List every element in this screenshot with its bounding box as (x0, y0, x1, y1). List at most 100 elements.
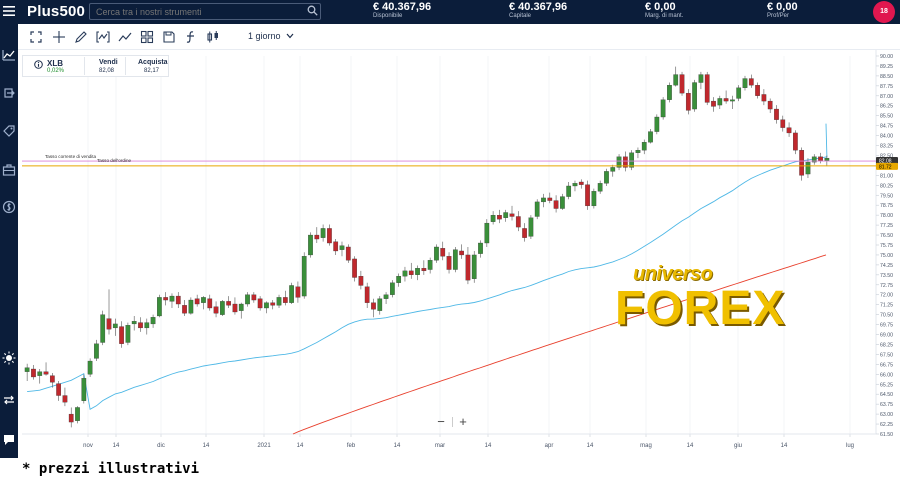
candle-body (37, 371, 43, 376)
x-tick-label: 14 (203, 443, 210, 449)
candle-body (673, 74, 679, 86)
y-tick-label: 89.25 (880, 64, 893, 70)
instrument-change: 0,02% (47, 68, 65, 74)
trend-icon[interactable] (118, 30, 132, 44)
candle-body (452, 249, 458, 270)
sell-price-tag (876, 157, 898, 165)
candle-body (257, 298, 263, 309)
zoom-out-button[interactable]: − (437, 414, 445, 429)
y-tick-label: 62.25 (880, 422, 893, 428)
candle-body (31, 368, 36, 378)
candle-body (793, 132, 798, 151)
layout-grid-icon[interactable] (140, 30, 154, 44)
candle-body (723, 98, 729, 102)
buy-label[interactable]: Acquista (138, 59, 168, 66)
candle-body (560, 196, 565, 209)
y-tick-label: 66.00 (880, 372, 893, 378)
zoom-in-button[interactable]: + (459, 414, 467, 429)
crosshair-icon[interactable] (52, 30, 66, 44)
draw-pencil-icon[interactable] (74, 30, 88, 44)
save-icon[interactable] (162, 30, 176, 44)
watermark-line2: FOREX (615, 282, 786, 335)
candle-body (358, 276, 364, 286)
candle-body (774, 108, 779, 120)
universo-forex-watermark: universo FOREX (597, 263, 786, 343)
chart-canvas[interactable]: 90.00 89.25 88.50 87.75 87.00 86.25 85.50 84.75… (18, 50, 900, 458)
candle-body (144, 322, 150, 329)
candle-body (94, 343, 99, 359)
tag-icon[interactable] (2, 124, 16, 138)
stat-capital-value: € 40.367,96 (509, 1, 568, 13)
sell-label[interactable]: Vendi (99, 59, 118, 66)
timeframe-label: 1 giorno (248, 31, 281, 41)
stat-margin: € 0,00 Marg. di mant. (645, 1, 683, 19)
fullscreen-icon[interactable] (29, 30, 43, 44)
candle-body (547, 197, 553, 201)
info-icon[interactable] (34, 60, 43, 69)
candle-body (786, 127, 792, 134)
stat-capital-label: Capitale (509, 13, 532, 19)
candle-body (150, 317, 156, 325)
y-tick-label: 72.00 (880, 293, 893, 299)
x-tick-label: mag (640, 443, 652, 449)
candle-body (408, 270, 414, 275)
candle-body (333, 241, 339, 252)
y-tick-label: 63.00 (880, 412, 893, 418)
candle-body (327, 228, 332, 244)
top-bar: Plus500 € 40.367,96 Disponibile € 40.367… (0, 0, 900, 24)
y-tick-label: 81.00 (880, 173, 893, 179)
candle-body (818, 156, 823, 161)
candle-body (440, 248, 446, 257)
y-tick-label: 84.00 (880, 134, 893, 140)
chat-icon[interactable] (2, 433, 16, 447)
candle-body (100, 314, 106, 343)
stat-available-label: Disponibile (373, 13, 403, 19)
footnote: * prezzi illustrativi (22, 461, 200, 477)
search-input[interactable] (89, 3, 321, 20)
y-tick-label: 87.00 (880, 94, 893, 100)
briefcase-icon[interactable] (2, 163, 16, 177)
function-icon[interactable] (184, 30, 198, 44)
x-tick-label: 14 (297, 443, 304, 449)
candle-type-icon[interactable] (206, 30, 220, 44)
price-chart[interactable]: 90.00 89.25 88.50 87.75 87.00 86.25 85.50 84.75… (18, 50, 900, 458)
candle-body (163, 297, 169, 301)
avatar[interactable]: 18 (873, 1, 895, 23)
buy-price[interactable]: 82,17 (144, 68, 160, 74)
positions-icon[interactable] (2, 86, 16, 100)
candle-body (698, 74, 704, 83)
sell-price[interactable]: 82,08 (99, 68, 115, 74)
candle-body (112, 323, 118, 329)
switch-account-icon[interactable] (2, 393, 16, 407)
y-tick-label: 72.75 (880, 283, 893, 289)
timeframe-dropdown[interactable]: 1 giorno (248, 31, 294, 41)
candle-body (509, 213, 515, 217)
candle-body (207, 298, 213, 309)
candle-body (213, 306, 219, 314)
plus500-logo[interactable]: Plus500 (27, 3, 86, 20)
candle-body (421, 268, 427, 272)
theme-toggle-icon[interactable] (2, 351, 16, 365)
candle-body (182, 305, 187, 314)
search-icon[interactable] (307, 5, 318, 16)
candle-body (635, 150, 641, 153)
order-rate-label: Tasso dell'ordine (97, 158, 132, 163)
candle-body (295, 286, 301, 298)
candle-body (616, 156, 622, 168)
hamburger-menu-icon[interactable] (3, 5, 15, 17)
stat-capital: € 40.367,96 Capitale (509, 1, 567, 19)
y-axis-panel (876, 50, 900, 458)
x-tick-label: 14 (781, 443, 788, 449)
candle-body (591, 191, 597, 207)
candle-body (755, 85, 760, 96)
candle-body (352, 258, 357, 278)
indicators-icon[interactable] (96, 30, 110, 44)
candle-body (245, 294, 250, 305)
candle-body (711, 100, 716, 107)
y-tick-label: 61.50 (880, 432, 893, 438)
candle-body (49, 375, 55, 383)
y-tick-label: 86.25 (880, 104, 893, 110)
funds-icon[interactable] (2, 200, 16, 214)
y-tick-label: 73.50 (880, 273, 893, 279)
chart-line-icon[interactable] (2, 48, 16, 62)
